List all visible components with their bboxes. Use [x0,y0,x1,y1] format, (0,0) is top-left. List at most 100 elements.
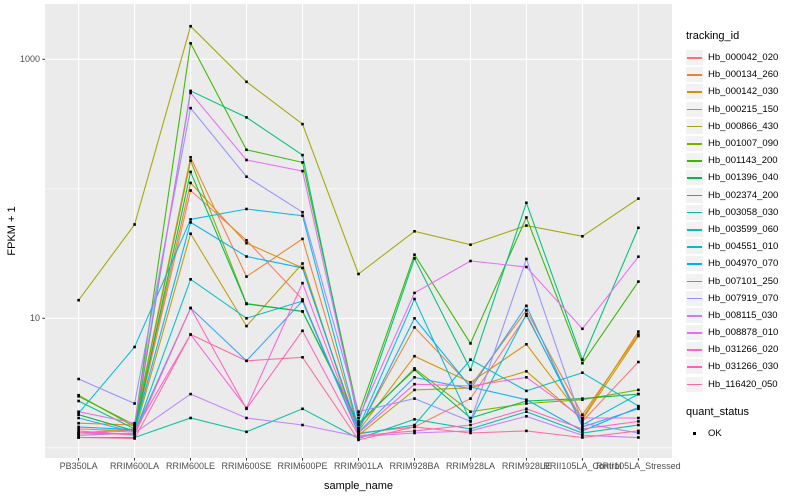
data-point [525,407,528,411]
data-point [301,299,304,303]
data-point [525,402,528,405]
data-point [525,216,528,219]
data-point [77,416,80,420]
data-point [77,377,80,381]
legend-title-quant-status: quant_status [686,405,749,418]
legend-line-swatch [687,108,702,111]
legend-key-line-icon [686,376,703,392]
legend-line-swatch [687,246,702,248]
data-point [413,368,416,372]
data-point [581,425,584,429]
data-point [637,330,640,333]
data-point [413,397,416,400]
data-point [469,358,472,361]
data-point [301,281,304,285]
legend-key-line-icon [686,204,703,220]
data-point [133,434,136,437]
data-point [525,265,528,269]
x-tick-label-RRIM928LE: RRIM928LE [501,461,551,471]
legend-key-line-icon [686,153,703,169]
data-point [581,413,584,416]
legend-key-line-icon [686,342,703,358]
data-point [301,214,304,217]
data-point [413,257,416,260]
data-point [245,359,248,363]
data-point [301,298,304,301]
legend-label: Hb_007101_250 [708,275,779,287]
legend-label: Hb_003058_030 [708,206,779,218]
data-point [245,407,248,411]
legend-label: Hb_000142_030 [708,86,779,98]
data-point [581,327,584,331]
data-point [189,42,192,45]
data-point [245,317,248,320]
data-point [581,420,584,423]
data-point [525,429,528,433]
data-point [637,416,640,420]
data-point [133,423,136,427]
data-point [133,425,136,429]
legend-label: OK [708,427,722,439]
x-tick-label-RRIM600SE: RRIM600SE [221,461,272,471]
legend-item-Hb_003058_030: Hb_003058_030 [686,204,798,221]
data-point [357,423,360,427]
data-point [357,434,360,437]
data-point [469,259,472,263]
data-point [469,342,472,345]
data-point [301,423,304,427]
legend-item-Hb_007101_250: Hb_007101_250 [686,272,798,289]
data-point [637,406,640,409]
data-point [245,324,248,328]
legend-line-swatch [687,366,702,369]
data-point [245,255,248,258]
legend-line-swatch [687,91,702,94]
legend-key-line-icon [686,221,703,237]
data-point [357,437,360,440]
legend-label: Hb_000134_260 [708,69,779,81]
legend-item-Hb_004551_010: Hb_004551_010 [686,238,798,255]
data-point [637,197,640,200]
data-point [413,253,416,256]
legend-line-swatch [687,314,702,317]
legend-items-quant-status: OK [686,425,798,442]
legend-label: Hb_007919_070 [708,292,779,304]
data-point [189,89,192,93]
data-point [581,434,584,437]
data-point [525,257,528,261]
x-tick-label-RRII105LA_Stressed: RRII105LA_Stressed [596,461,681,471]
data-point [357,438,360,442]
legend-line-swatch [687,211,702,214]
legend-label: Hb_031266_020 [708,344,779,356]
data-point [133,421,136,425]
legend-item-Hb_000134_260: Hb_000134_260 [686,66,798,83]
data-point [413,382,416,386]
data-point [245,80,248,84]
legend-key-line-icon [686,239,703,255]
data-point [469,420,472,423]
x-tick-label-RRIM600LE: RRIM600LE [166,461,216,471]
legend-item-Hb_000215_150: Hb_000215_150 [686,101,798,118]
data-point [413,429,416,433]
data-point [301,169,304,173]
data-point [133,223,136,226]
data-point [469,431,472,435]
legend-item-Hb_004970_070: Hb_004970_070 [686,255,798,272]
x-tick-label-RRIM600PE: RRIM600PE [277,461,328,471]
data-point [525,201,528,205]
legend-item-Hb_003599_060: Hb_003599_060 [686,221,798,238]
data-point [581,423,584,427]
data-point [77,399,80,403]
data-point [413,291,416,295]
legend: tracking_id Hb_000042_020 Hb_000134_260 Hb… [686,30,798,442]
legend-item-Hb_116420_050: Hb_116420_050 [686,376,798,393]
data-point [189,189,192,192]
data-point [581,397,584,400]
legend-line-swatch [687,228,702,231]
data-point [525,309,528,312]
data-point [189,416,192,420]
legend-label: Hb_001143_200 [708,155,778,167]
y-axis-title: FPKM + 1 [6,206,18,256]
data-point [357,421,360,425]
legend-label: Hb_000042_020 [708,52,779,64]
data-point [581,358,584,361]
